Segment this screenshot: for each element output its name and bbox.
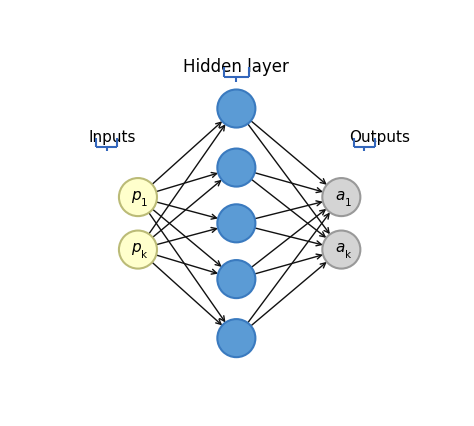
Circle shape xyxy=(218,149,255,187)
Circle shape xyxy=(218,204,255,242)
Circle shape xyxy=(218,89,255,127)
Circle shape xyxy=(322,178,360,216)
Text: p: p xyxy=(131,240,141,256)
Text: a: a xyxy=(335,188,345,203)
Text: 1: 1 xyxy=(141,198,148,207)
Circle shape xyxy=(119,230,157,269)
Text: k: k xyxy=(345,250,351,260)
Text: k: k xyxy=(141,250,147,260)
Text: a: a xyxy=(335,240,345,256)
Circle shape xyxy=(218,319,255,357)
Text: p: p xyxy=(131,188,141,203)
Circle shape xyxy=(322,230,360,269)
Text: 1: 1 xyxy=(345,198,351,207)
Text: Hidden layer: Hidden layer xyxy=(183,58,289,76)
Text: Inputs: Inputs xyxy=(89,130,136,145)
Circle shape xyxy=(119,178,157,216)
Text: Outputs: Outputs xyxy=(349,130,410,145)
Circle shape xyxy=(218,260,255,298)
